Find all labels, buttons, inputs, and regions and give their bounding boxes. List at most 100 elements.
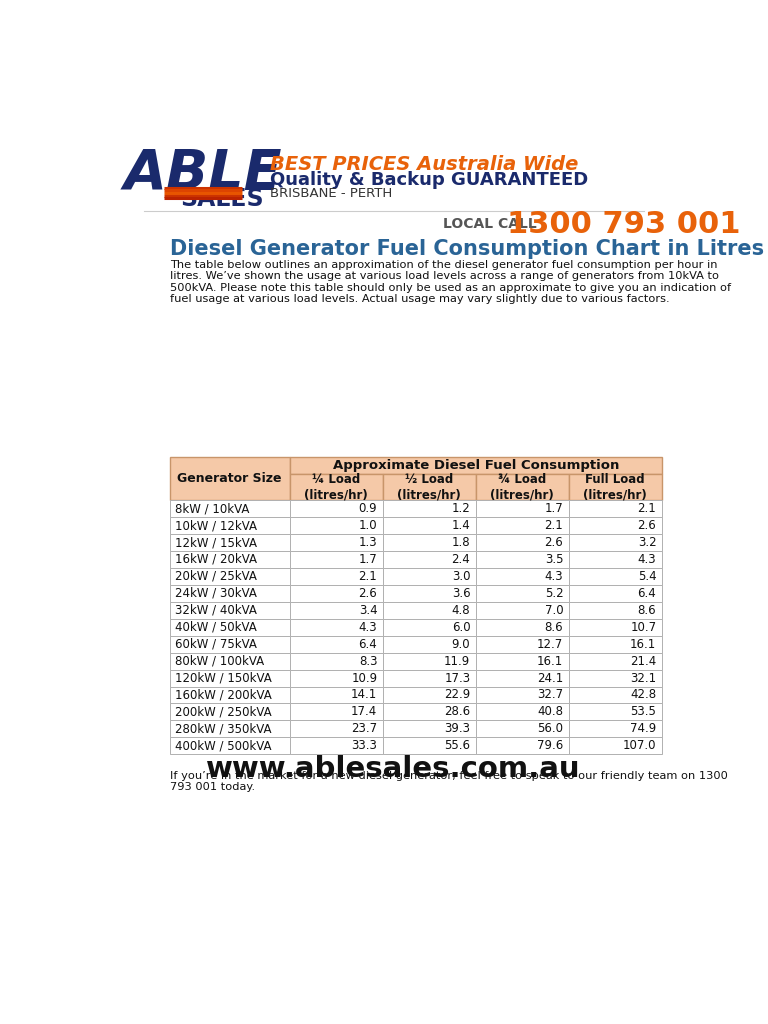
Text: 793 001 today.: 793 001 today.: [170, 782, 255, 793]
Text: ABLE: ABLE: [124, 146, 282, 201]
Text: 16.1: 16.1: [630, 638, 657, 650]
Bar: [170, 585, 290, 602]
Text: 2.4: 2.4: [452, 553, 470, 566]
Text: 400kW / 500kVA: 400kW / 500kVA: [175, 739, 272, 753]
Text: 42.8: 42.8: [631, 688, 657, 701]
Bar: [290, 517, 382, 535]
Bar: [170, 517, 290, 535]
Bar: [475, 670, 569, 686]
Bar: [382, 618, 475, 636]
Text: 2.1: 2.1: [637, 502, 657, 515]
Text: 33.3: 33.3: [352, 739, 377, 753]
Bar: [475, 568, 569, 585]
Bar: [170, 670, 290, 686]
Bar: [569, 500, 662, 517]
Text: 53.5: 53.5: [631, 706, 657, 719]
Bar: [475, 551, 569, 568]
Bar: [290, 652, 382, 670]
Text: 14.1: 14.1: [351, 688, 377, 701]
Bar: [569, 686, 662, 703]
Text: 74.9: 74.9: [630, 722, 657, 735]
Bar: [382, 568, 475, 585]
Bar: [475, 636, 569, 652]
Bar: [170, 686, 290, 703]
Bar: [290, 457, 662, 474]
Text: 1.7: 1.7: [545, 502, 563, 515]
Bar: [569, 585, 662, 602]
Text: 40kW / 50kVA: 40kW / 50kVA: [175, 621, 257, 634]
Text: 6.4: 6.4: [637, 587, 657, 600]
Bar: [382, 721, 475, 737]
Text: 1.7: 1.7: [359, 553, 377, 566]
Text: BEST PRICES Australia Wide: BEST PRICES Australia Wide: [270, 155, 579, 174]
Text: 9.0: 9.0: [452, 638, 470, 650]
Text: 12.7: 12.7: [537, 638, 563, 650]
Bar: [382, 652, 475, 670]
Bar: [475, 500, 569, 517]
Text: 0.9: 0.9: [359, 502, 377, 515]
Text: 1300 793 001: 1300 793 001: [507, 210, 740, 239]
Text: 1.3: 1.3: [359, 536, 377, 549]
Text: 4.8: 4.8: [452, 604, 470, 616]
Text: 28.6: 28.6: [444, 706, 470, 719]
Text: Quality & Backup GUARANTEED: Quality & Backup GUARANTEED: [270, 171, 588, 188]
Bar: [290, 721, 382, 737]
Bar: [382, 535, 475, 551]
Text: The table below outlines an approximation of the diesel generator fuel consumpti: The table below outlines an approximatio…: [170, 259, 717, 269]
Text: 32kW / 40kVA: 32kW / 40kVA: [175, 604, 257, 616]
Bar: [290, 703, 382, 721]
Bar: [569, 652, 662, 670]
Text: 12kW / 15kVA: 12kW / 15kVA: [175, 536, 257, 549]
Bar: [170, 602, 290, 618]
Bar: [382, 551, 475, 568]
Text: litres. We’ve shown the usage at various load levels across a range of generator: litres. We’ve shown the usage at various…: [170, 271, 719, 282]
Bar: [569, 721, 662, 737]
Text: 3.4: 3.4: [359, 604, 377, 616]
Bar: [569, 670, 662, 686]
Text: ½ Load
(litres/hr): ½ Load (litres/hr): [397, 473, 461, 502]
Text: 7.0: 7.0: [545, 604, 563, 616]
Text: 500kVA. Please note this table should only be used as an approximate to give you: 500kVA. Please note this table should on…: [170, 283, 730, 293]
Bar: [382, 686, 475, 703]
Text: 1.4: 1.4: [452, 519, 470, 532]
Bar: [475, 652, 569, 670]
Text: 3.2: 3.2: [637, 536, 657, 549]
Text: www.ablesales.com.au: www.ablesales.com.au: [207, 755, 581, 783]
Bar: [290, 618, 382, 636]
Bar: [569, 636, 662, 652]
Bar: [569, 474, 662, 500]
Text: Diesel Generator Fuel Consumption Chart in Litres: Diesel Generator Fuel Consumption Chart …: [170, 240, 763, 259]
Text: 10kW / 12kVA: 10kW / 12kVA: [175, 519, 257, 532]
Text: 120kW / 150kVA: 120kW / 150kVA: [175, 672, 272, 685]
Bar: [290, 737, 382, 755]
Bar: [290, 500, 382, 517]
Bar: [475, 535, 569, 551]
Text: 8kW / 10kVA: 8kW / 10kVA: [175, 502, 250, 515]
Text: LOCAL CALL: LOCAL CALL: [443, 217, 537, 230]
Bar: [170, 703, 290, 721]
Bar: [170, 618, 290, 636]
Text: 16.1: 16.1: [537, 654, 563, 668]
Text: 2.6: 2.6: [359, 587, 377, 600]
Bar: [569, 737, 662, 755]
Text: SALES: SALES: [180, 187, 264, 211]
Bar: [569, 602, 662, 618]
Bar: [170, 636, 290, 652]
Text: 32.7: 32.7: [537, 688, 563, 701]
Text: 40.8: 40.8: [538, 706, 563, 719]
Text: 5.2: 5.2: [545, 587, 563, 600]
Bar: [290, 535, 382, 551]
Text: 55.6: 55.6: [445, 739, 470, 753]
Bar: [569, 618, 662, 636]
Bar: [382, 500, 475, 517]
Bar: [382, 474, 475, 500]
Text: 6.0: 6.0: [452, 621, 470, 634]
Text: BRISBANE - PERTH: BRISBANE - PERTH: [270, 187, 392, 201]
Text: 32.1: 32.1: [631, 672, 657, 685]
Text: 24.1: 24.1: [537, 672, 563, 685]
Text: 2.1: 2.1: [545, 519, 563, 532]
Text: ¾ Load
(litres/hr): ¾ Load (litres/hr): [491, 473, 554, 502]
Bar: [170, 500, 290, 517]
Text: Full Load
(litres/hr): Full Load (litres/hr): [584, 473, 647, 502]
Text: 39.3: 39.3: [445, 722, 470, 735]
